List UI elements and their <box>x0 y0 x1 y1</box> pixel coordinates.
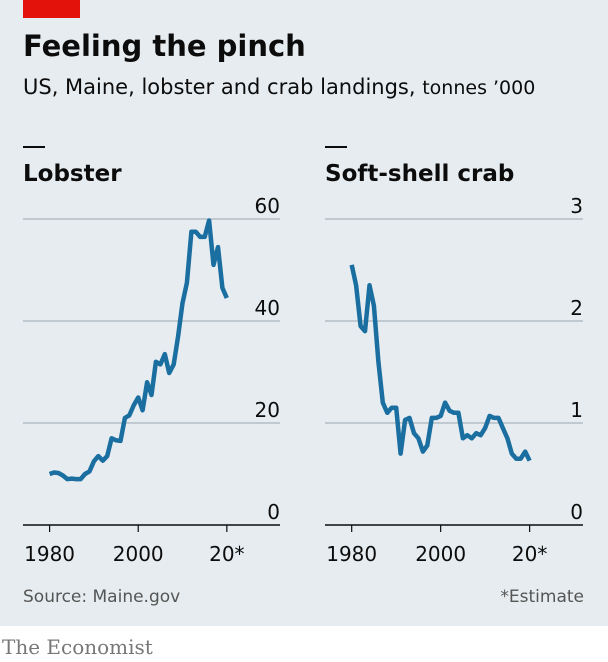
data-line <box>48 218 229 482</box>
brand: The Economist <box>2 635 153 659</box>
panel-title: Soft-shell crab <box>325 161 514 187</box>
y-tick-label: 20 <box>255 398 280 422</box>
y-tick-label: 0 <box>570 500 583 524</box>
x-tick-label: 2000 <box>415 542 466 566</box>
unit: tonnes ’000 <box>422 77 535 99</box>
x-tick-label: 1980 <box>24 542 75 566</box>
x-tick-label: 20* <box>512 542 547 566</box>
subtitle-text: US, Maine, lobster and crab landings, <box>23 75 416 99</box>
x-tick-label: 20* <box>209 542 244 566</box>
source: Source: Maine.gov <box>23 587 180 607</box>
data-line <box>349 264 532 462</box>
y-tick-label: 0 <box>267 500 280 524</box>
panel-title: Lobster <box>23 161 122 187</box>
chart-title: Feeling the pinch <box>23 29 306 63</box>
x-tick-label: 2000 <box>113 542 164 566</box>
y-tick-label: 60 <box>255 194 280 218</box>
subtitle: US, Maine, lobster and crab landings, to… <box>23 75 535 99</box>
note: *Estimate <box>500 587 584 607</box>
y-tick-label: 40 <box>255 296 280 320</box>
y-tick-label: 1 <box>570 398 583 422</box>
x-tick-label: 1980 <box>326 542 377 566</box>
footer-background <box>0 626 608 662</box>
y-tick-label: 2 <box>570 296 583 320</box>
y-tick-label: 3 <box>570 194 583 218</box>
background <box>0 0 608 626</box>
red-tag <box>23 0 80 18</box>
